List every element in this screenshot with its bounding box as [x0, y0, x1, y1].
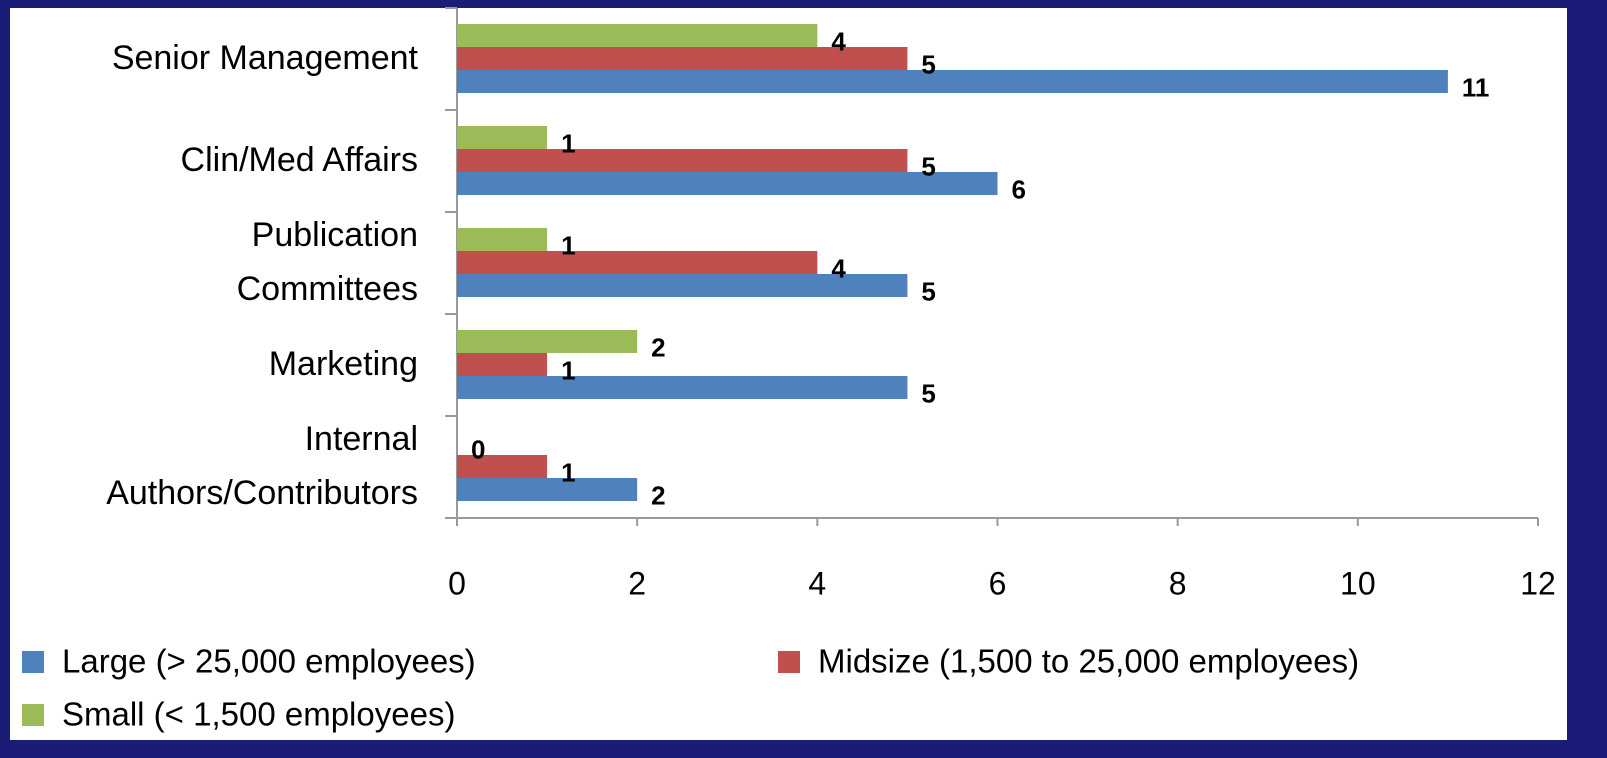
bar — [457, 376, 908, 399]
legend-label: Small (< 1,500 employees) — [62, 696, 455, 733]
value-label: 4 — [831, 253, 846, 283]
legend-swatch — [778, 651, 800, 673]
value-label: 5 — [921, 49, 935, 79]
bar — [457, 172, 998, 195]
value-label: 5 — [921, 276, 935, 306]
bar — [457, 330, 638, 353]
value-label: 2 — [651, 332, 665, 362]
value-label: 2 — [651, 480, 665, 510]
category-label: Clin/Med Affairs — [181, 141, 418, 179]
bar — [457, 353, 548, 376]
bar — [457, 455, 548, 478]
legend-swatch — [22, 651, 44, 673]
value-label: 6 — [1012, 174, 1026, 204]
value-label: 0 — [471, 434, 485, 464]
value-label: 5 — [921, 378, 935, 408]
value-label: 1 — [561, 128, 575, 158]
x-tick-label: 12 — [1520, 565, 1556, 601]
chart-background — [10, 8, 1567, 740]
category-label: Internal Authors/Contributors — [106, 420, 418, 512]
bar — [457, 274, 908, 297]
x-tick-label: 6 — [989, 565, 1007, 601]
value-label: 1 — [561, 230, 575, 260]
value-label: 1 — [561, 457, 575, 487]
value-label: 1 — [561, 355, 575, 385]
bar — [457, 149, 908, 172]
category-label: Publication Committees — [237, 216, 418, 308]
bar — [457, 228, 548, 251]
x-tick-label: 10 — [1340, 565, 1376, 601]
bar — [457, 47, 908, 70]
legend-swatch — [22, 704, 44, 726]
category-label: Senior Management — [112, 39, 419, 77]
value-label: 4 — [831, 26, 846, 56]
value-label: 11 — [1462, 72, 1490, 102]
x-tick-label: 2 — [628, 565, 646, 601]
category-label: Marketing — [269, 345, 418, 383]
legend-label: Midsize (1,500 to 25,000 employees) — [818, 643, 1359, 680]
bar — [457, 126, 548, 149]
bar — [457, 24, 818, 47]
value-label: 5 — [921, 151, 935, 181]
x-tick-label: 0 — [448, 565, 466, 601]
x-tick-label: 8 — [1169, 565, 1187, 601]
x-tick-label: 4 — [808, 565, 826, 601]
bar — [457, 70, 1448, 93]
legend-label: Large (> 25,000 employees) — [62, 643, 476, 680]
bar — [457, 478, 638, 501]
bar — [457, 251, 818, 274]
